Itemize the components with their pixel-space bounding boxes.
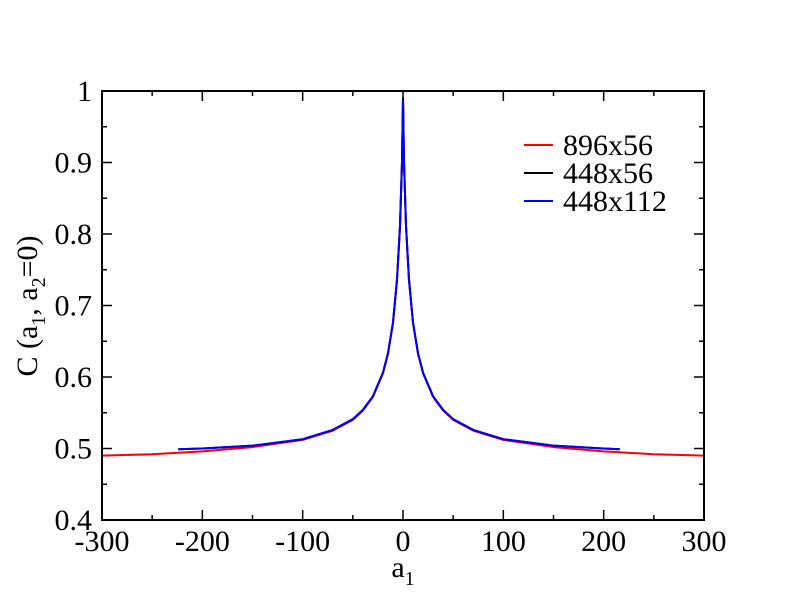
x-tick-label: -100 [275, 525, 330, 558]
x-axis-label-main: a [391, 551, 404, 584]
legend-label: 896x56 [563, 129, 653, 162]
x-axis-label: a1 [391, 551, 414, 590]
y-axis-label: C (a1, a2=0) [11, 235, 50, 376]
ticks-layer [101, 90, 705, 521]
y-tick-label: 1 [77, 75, 92, 108]
x-tick-label: 100 [481, 525, 526, 558]
x-tick-label: -200 [175, 525, 230, 558]
y-tick-label: 0.7 [55, 290, 93, 323]
x-tick-label: 200 [581, 525, 626, 558]
y-axis-label-part: C (a [11, 326, 44, 377]
y-tick-label: 0.5 [55, 433, 93, 466]
x-axis-label-subscript: 1 [405, 568, 415, 590]
y-axis-label-subscript: 1 [28, 316, 50, 326]
legend-label: 448x112 [563, 185, 667, 218]
y-axis-label-subscript: 2 [28, 277, 50, 287]
legend-label: 448x56 [563, 157, 653, 190]
y-axis-label-part: =0) [11, 235, 44, 277]
y-axis-label-part: , a [11, 287, 44, 315]
labels-layer: -300 -200 -100 0 100 200 300 0.4 0.5 0.6 0.7 0.8 0.9… [11, 75, 727, 590]
y-tick-label: 0.6 [55, 361, 93, 394]
x-tick-label: -300 [75, 525, 130, 558]
y-tick-label: 0.9 [55, 147, 93, 180]
y-tick-label: 0.4 [55, 504, 93, 537]
y-tick-label: 0.8 [55, 218, 93, 251]
x-tick-label: 0 [396, 525, 411, 558]
x-tick-label: 300 [682, 525, 727, 558]
